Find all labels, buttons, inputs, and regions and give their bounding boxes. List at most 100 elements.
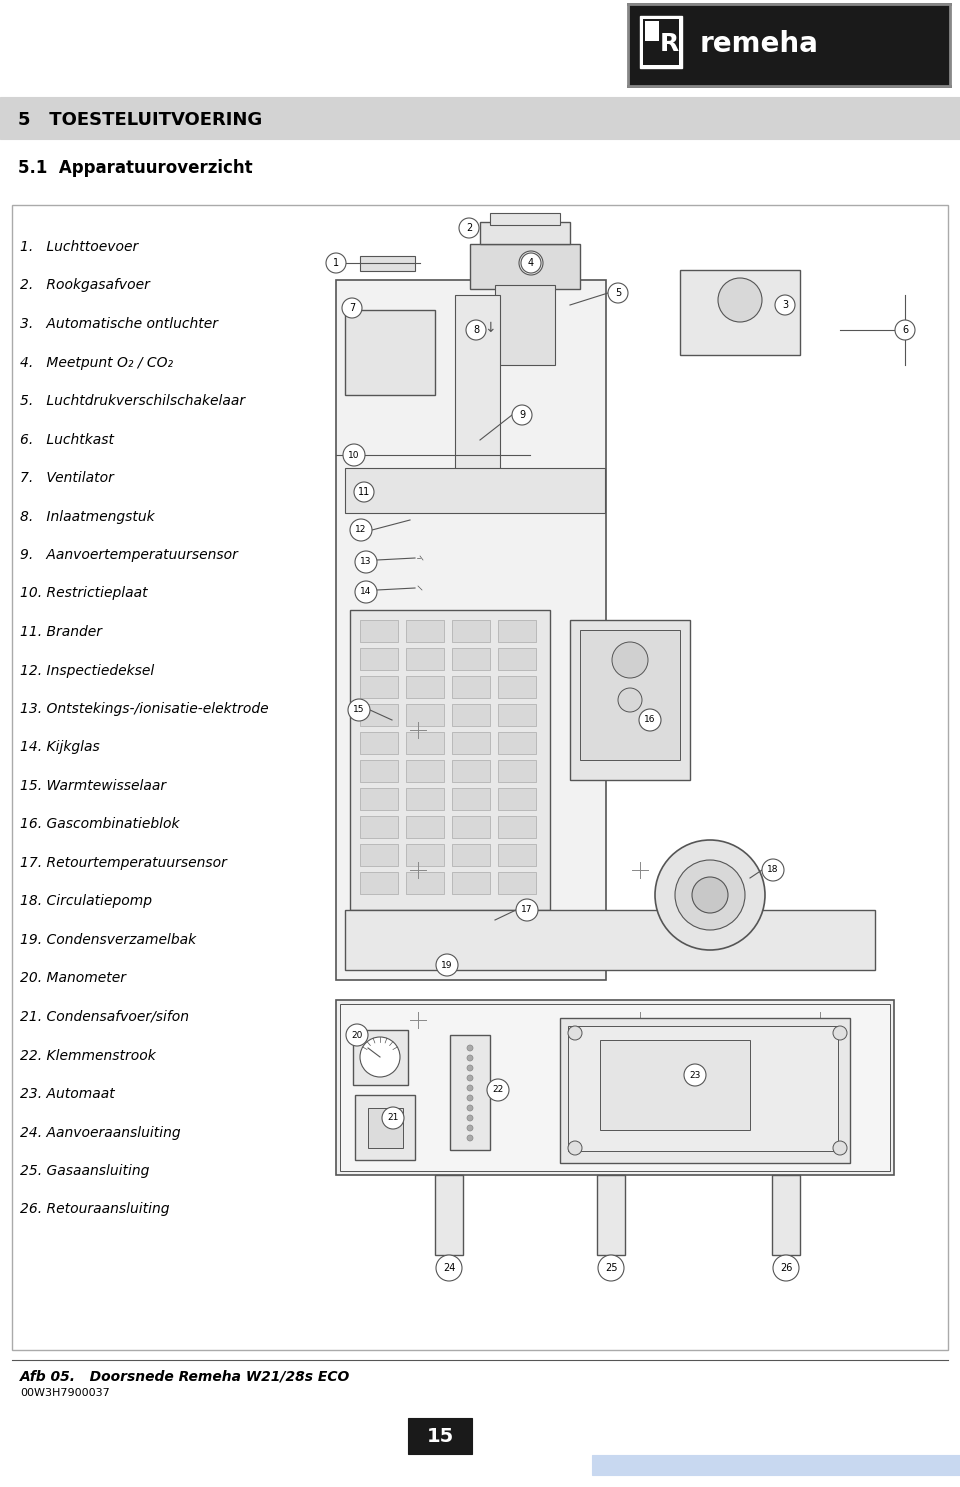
Bar (406, 788, 444, 810)
Bar (568, 1026, 838, 1151)
Bar (406, 648, 444, 671)
Bar (0, 97, 960, 138)
Circle shape (762, 859, 784, 880)
Bar (452, 677, 490, 697)
Circle shape (348, 699, 370, 721)
Text: 4: 4 (528, 259, 534, 268)
Circle shape (618, 688, 642, 712)
Text: 7: 7 (348, 303, 355, 312)
Circle shape (608, 283, 628, 303)
Text: 17. Retourtemperatuursensor: 17. Retourtemperatuursensor (20, 857, 227, 870)
Circle shape (355, 552, 377, 572)
Bar (360, 620, 398, 642)
Text: 6: 6 (902, 326, 908, 335)
Bar (498, 732, 536, 754)
Circle shape (775, 294, 795, 315)
Text: 10: 10 (348, 451, 360, 459)
Bar (560, 1019, 850, 1163)
Text: 21. Condensafvoer/sifon: 21. Condensafvoer/sifon (20, 1010, 189, 1025)
Text: 00W3H7900037: 00W3H7900037 (20, 1387, 109, 1398)
Bar (455, 294, 500, 474)
Text: 22. Klemmenstrook: 22. Klemmenstrook (20, 1048, 156, 1063)
Text: 26. Retouraansluiting: 26. Retouraansluiting (20, 1203, 170, 1216)
Bar (498, 871, 536, 894)
Bar (452, 816, 490, 839)
Circle shape (360, 1036, 400, 1077)
Bar (452, 871, 490, 894)
Text: 18. Circulatiepomp: 18. Circulatiepomp (20, 895, 152, 909)
Text: 10. Restrictieplaat: 10. Restrictieplaat (20, 586, 148, 601)
Circle shape (519, 251, 543, 275)
Bar (498, 760, 536, 782)
Bar (645, 21, 659, 42)
Text: 1: 1 (333, 259, 339, 268)
Circle shape (466, 320, 486, 341)
Circle shape (436, 1255, 462, 1280)
Bar (452, 620, 490, 642)
Bar (345, 468, 605, 513)
Bar (360, 816, 398, 839)
Text: 9.   Aanvoertemperatuursensor: 9. Aanvoertemperatuursensor (20, 549, 238, 562)
Text: 11: 11 (358, 488, 371, 497)
Text: Afb 05.   Doorsnede Remeha W21/28s ECO: Afb 05. Doorsnede Remeha W21/28s ECO (20, 1370, 350, 1384)
Circle shape (467, 1045, 473, 1051)
Text: 8: 8 (473, 326, 479, 335)
Text: 20: 20 (351, 1030, 363, 1039)
Bar (408, 1419, 472, 1454)
Bar (345, 309, 435, 396)
Circle shape (467, 1094, 473, 1100)
Bar (406, 703, 444, 726)
Bar (498, 677, 536, 697)
Bar (597, 1175, 625, 1255)
Circle shape (612, 642, 648, 678)
Text: 2.   Rookgasafvoer: 2. Rookgasafvoer (20, 278, 150, 293)
Circle shape (833, 1026, 847, 1039)
Text: 15: 15 (426, 1426, 454, 1445)
Text: 19. Condensverzamelbak: 19. Condensverzamelbak (20, 932, 196, 947)
Text: 21: 21 (387, 1114, 398, 1123)
Circle shape (459, 219, 479, 238)
Text: 13: 13 (360, 558, 372, 567)
Bar (360, 677, 398, 697)
Circle shape (521, 253, 541, 274)
Bar (360, 732, 398, 754)
Text: 15. Warmtewisselaar: 15. Warmtewisselaar (20, 779, 166, 793)
Circle shape (568, 1141, 582, 1155)
Text: 14: 14 (360, 587, 372, 596)
Text: remeha: remeha (700, 30, 819, 58)
Bar (498, 620, 536, 642)
Text: 22: 22 (492, 1086, 504, 1094)
Bar (406, 871, 444, 894)
Text: 13. Ontstekings-/ionisatie-elektrode: 13. Ontstekings-/ionisatie-elektrode (20, 702, 269, 717)
Circle shape (692, 877, 728, 913)
Circle shape (773, 1255, 799, 1280)
Bar (406, 845, 444, 865)
Bar (452, 703, 490, 726)
Text: 23. Automaat: 23. Automaat (20, 1087, 115, 1100)
Text: 5.   Luchtdrukverschilschakelaar: 5. Luchtdrukverschilschakelaar (20, 394, 245, 407)
Bar (360, 788, 398, 810)
Bar (592, 1454, 960, 1475)
Circle shape (467, 1135, 473, 1141)
Bar (452, 648, 490, 671)
Bar (360, 845, 398, 865)
Circle shape (655, 840, 765, 950)
Circle shape (355, 581, 377, 604)
Bar (406, 816, 444, 839)
Bar (355, 1094, 415, 1160)
Text: 23: 23 (689, 1071, 701, 1080)
Text: 5.1  Apparatuuroverzicht: 5.1 Apparatuuroverzicht (18, 159, 252, 177)
Text: 8.   Inlaatmengstuk: 8. Inlaatmengstuk (20, 510, 155, 523)
Bar (406, 732, 444, 754)
Bar (452, 788, 490, 810)
Circle shape (382, 1106, 404, 1129)
Circle shape (568, 1026, 582, 1039)
Circle shape (350, 519, 372, 541)
Text: ↓: ↓ (484, 321, 495, 335)
Text: R: R (660, 33, 680, 57)
Bar (498, 788, 536, 810)
Text: 4.   Meetpunt O₂ / CO₂: 4. Meetpunt O₂ / CO₂ (20, 355, 173, 369)
Bar (360, 648, 398, 671)
Bar (368, 1108, 403, 1148)
Bar (450, 1035, 490, 1149)
